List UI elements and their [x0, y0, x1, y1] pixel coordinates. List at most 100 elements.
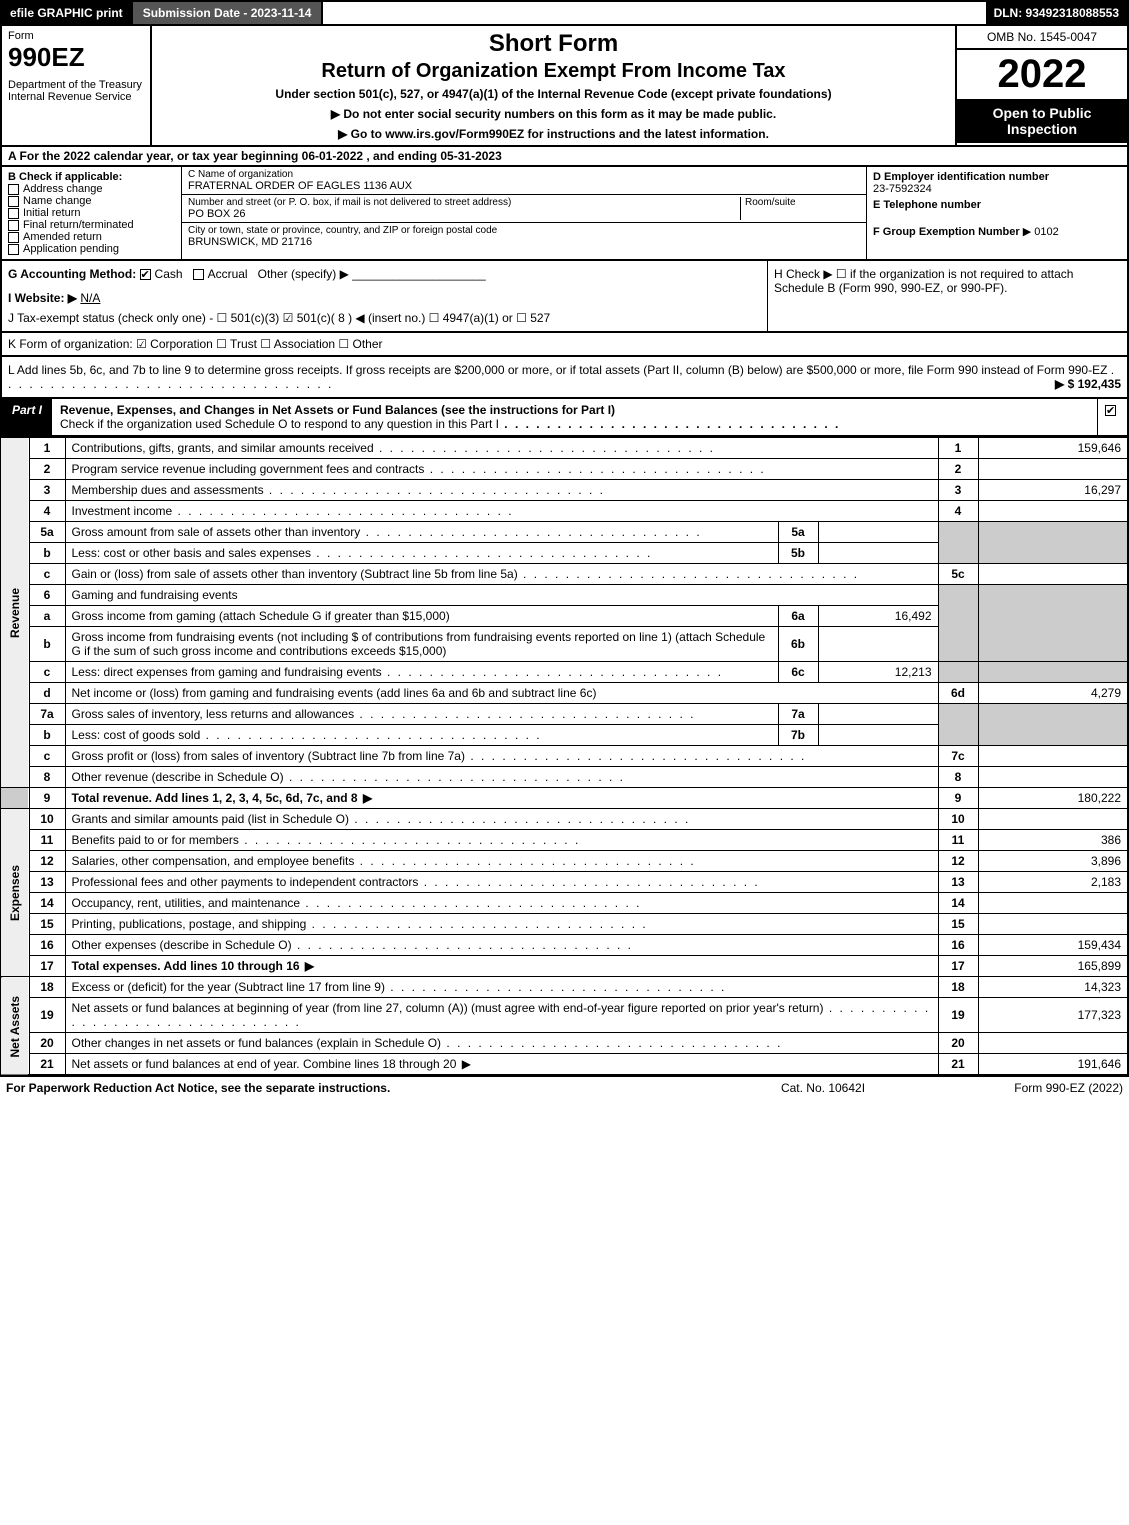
form-word: Form	[8, 30, 144, 42]
section-b: B Check if applicable: Address change Na…	[2, 167, 182, 259]
line-10-num: 10	[29, 809, 65, 830]
chk-application-pending[interactable]: Application pending	[8, 243, 175, 255]
line-6c-slbl: 6c	[778, 662, 818, 683]
line-12-val: 3,896	[978, 851, 1128, 872]
shade-7v	[978, 704, 1128, 746]
line-7c-val	[978, 746, 1128, 767]
return-title: Return of Organization Exempt From Incom…	[160, 60, 947, 83]
line-17-rnum: 17	[938, 956, 978, 977]
line-1-rnum: 1	[938, 438, 978, 459]
shade-5	[938, 522, 978, 564]
shade-7	[938, 704, 978, 746]
ssn-warning: ▶ Do not enter social security numbers o…	[160, 107, 947, 121]
line-6b-num: b	[29, 627, 65, 662]
i-website-label: I Website: ▶	[8, 291, 77, 305]
line-15-rnum: 15	[938, 914, 978, 935]
c-street-label: Number and street (or P. O. box, if mail…	[188, 197, 740, 208]
part-i-checkbox[interactable]	[1097, 399, 1127, 435]
line-5b-sval	[818, 543, 938, 564]
org-city: BRUNSWICK, MD 21716	[188, 236, 860, 248]
line-1-num: 1	[29, 438, 65, 459]
instructions-link[interactable]: ▶ Go to www.irs.gov/Form990EZ for instru…	[160, 127, 947, 141]
line-5c-num: c	[29, 564, 65, 585]
efile-print-button[interactable]: efile GRAPHIC print	[2, 2, 133, 24]
line-18-rnum: 18	[938, 977, 978, 998]
chk-amended-return[interactable]: Amended return	[8, 231, 175, 243]
chk-accrual[interactable]	[193, 269, 204, 280]
line-6-desc: Gaming and fundraising events	[65, 585, 938, 606]
website-value: N/A	[80, 291, 100, 305]
line-4-num: 4	[29, 501, 65, 522]
group-number: ▶ 0102	[1023, 226, 1059, 238]
form-number: 990EZ	[8, 42, 144, 73]
line-10-rnum: 10	[938, 809, 978, 830]
line-21-val: 191,646	[978, 1054, 1128, 1076]
omb-number: OMB No. 1545-0047	[957, 26, 1127, 50]
line-6-num: 6	[29, 585, 65, 606]
form-revision: Form 990-EZ (2022)	[923, 1081, 1123, 1095]
section-d-e-f: D Employer identification number 23-7592…	[867, 167, 1127, 259]
part-i-table: Revenue 1 Contributions, gifts, grants, …	[0, 437, 1129, 1076]
rev-side-spacer	[1, 788, 29, 809]
line-6a-desc: Gross income from gaming (attach Schedul…	[65, 606, 778, 627]
line-1-val: 159,646	[978, 438, 1128, 459]
gross-receipts-amount: ▶ $ 192,435	[1055, 377, 1121, 391]
line-11-desc: Benefits paid to or for members	[72, 833, 581, 847]
line-5a-sval	[818, 522, 938, 543]
chk-initial-return[interactable]: Initial return	[8, 207, 175, 219]
line-11-val: 386	[978, 830, 1128, 851]
line-17-val: 165,899	[978, 956, 1128, 977]
row-k: K Form of organization: ☑ Corporation ☐ …	[0, 333, 1129, 357]
line-6d-num: d	[29, 683, 65, 704]
dept-label: Department of the Treasury Internal Reve…	[8, 79, 144, 103]
line-20-rnum: 20	[938, 1033, 978, 1054]
chk-cash[interactable]	[140, 269, 151, 280]
line-15-num: 15	[29, 914, 65, 935]
c-name-label: C Name of organization	[188, 169, 860, 180]
page-footer: For Paperwork Reduction Act Notice, see …	[0, 1076, 1129, 1099]
shade-6v	[978, 585, 1128, 662]
line-4-rnum: 4	[938, 501, 978, 522]
line-5b-desc: Less: cost or other basis and sales expe…	[72, 546, 653, 560]
part-i-header: Part I Revenue, Expenses, and Changes in…	[0, 399, 1129, 437]
line-11-rnum: 11	[938, 830, 978, 851]
line-18-desc: Excess or (deficit) for the year (Subtra…	[72, 980, 727, 994]
line-19-desc: Net assets or fund balances at beginning…	[72, 1001, 931, 1029]
top-bar: efile GRAPHIC print Submission Date - 20…	[0, 0, 1129, 26]
line-5a-slbl: 5a	[778, 522, 818, 543]
open-public-label: Open to Public Inspection	[957, 99, 1127, 143]
line-19-rnum: 19	[938, 998, 978, 1033]
info-block: B Check if applicable: Address change Na…	[0, 167, 1129, 261]
line-1-desc: Contributions, gifts, grants, and simila…	[72, 441, 716, 455]
line-9-val: 180,222	[978, 788, 1128, 809]
dln-label: DLN: 93492318088553	[986, 2, 1127, 24]
c-city-label: City or town, state or province, country…	[188, 225, 860, 236]
line-6c-sval: 12,213	[818, 662, 938, 683]
h-schedule-b: H Check ▶ ☐ if the organization is not r…	[767, 261, 1127, 331]
line-5c-rnum: 5c	[938, 564, 978, 585]
line-2-rnum: 2	[938, 459, 978, 480]
line-14-num: 14	[29, 893, 65, 914]
revenue-side-label: Revenue	[1, 438, 29, 788]
line-17-desc: Total expenses. Add lines 10 through 16	[72, 959, 317, 973]
line-5a-num: 5a	[29, 522, 65, 543]
paperwork-notice: For Paperwork Reduction Act Notice, see …	[6, 1081, 723, 1095]
line-8-num: 8	[29, 767, 65, 788]
form-identity: Form 990EZ Department of the Treasury In…	[2, 26, 152, 145]
line-5b-num: b	[29, 543, 65, 564]
line-4-val	[978, 501, 1128, 522]
d-ein-label: D Employer identification number	[873, 171, 1121, 183]
tax-year: 2022	[957, 50, 1127, 99]
line-3-num: 3	[29, 480, 65, 501]
line-14-rnum: 14	[938, 893, 978, 914]
line-18-num: 18	[29, 977, 65, 998]
chk-name-change[interactable]: Name change	[8, 195, 175, 207]
line-16-rnum: 16	[938, 935, 978, 956]
ein-value: 23-7592324	[873, 183, 1121, 195]
chk-address-change[interactable]: Address change	[8, 183, 175, 195]
line-8-desc: Other revenue (describe in Schedule O)	[72, 770, 625, 784]
line-5c-val	[978, 564, 1128, 585]
line-7b-sval	[818, 725, 938, 746]
chk-final-return[interactable]: Final return/terminated	[8, 219, 175, 231]
line-6a-slbl: 6a	[778, 606, 818, 627]
